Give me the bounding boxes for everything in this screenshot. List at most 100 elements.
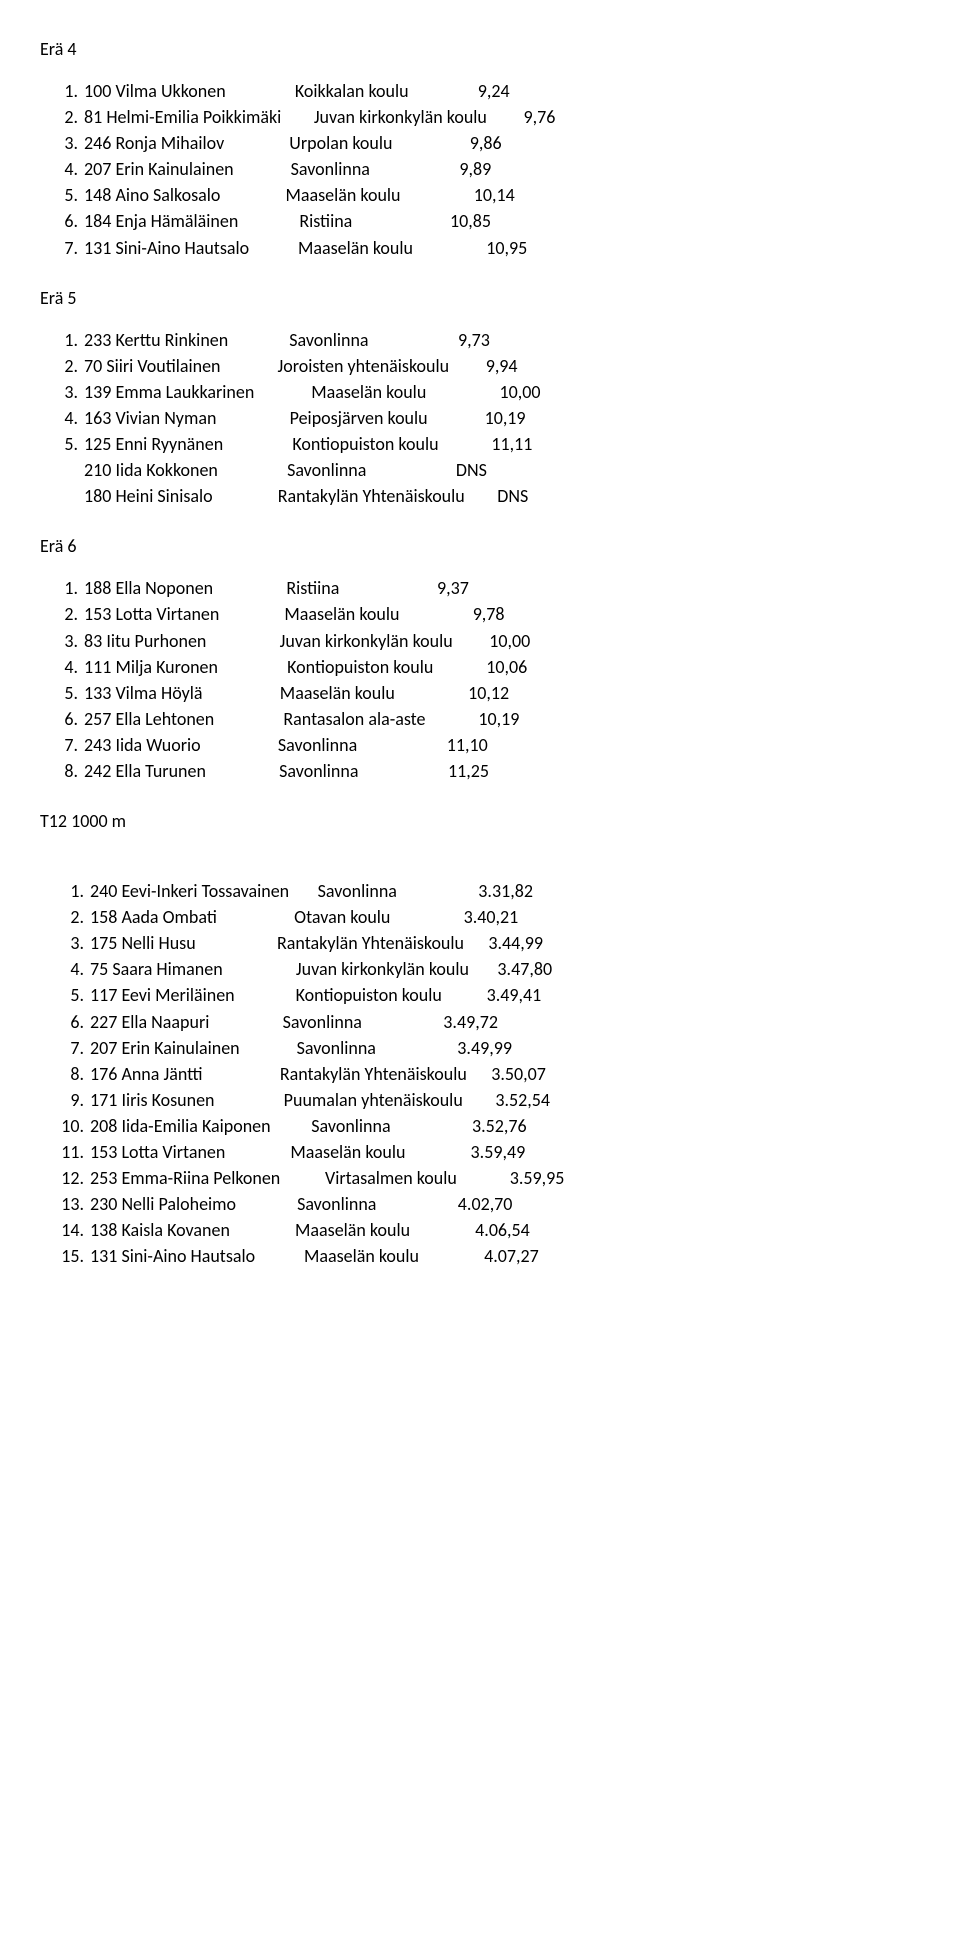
rank: 7. xyxy=(40,1035,90,1061)
result-row: 6.257 Ella Lehtonen Rantasalon ala-aste … xyxy=(40,706,920,732)
result-row: 12.253 Emma-Riina Pelkonen Virtasalmen k… xyxy=(40,1165,920,1191)
row-content: 133 Vilma Höylä Maaselän koulu 10,12 xyxy=(84,680,920,706)
result-row: 5.133 Vilma Höylä Maaselän koulu 10,12 xyxy=(40,680,920,706)
row-content: 131 Sini-Aino Hautsalo Maaselän koulu 4.… xyxy=(90,1243,920,1269)
rank: 2. xyxy=(40,904,90,930)
result-row: 5.117 Eevi Meriläinen Kontiopuiston koul… xyxy=(40,982,920,1008)
result-row: 7.243 Iida Wuorio Savonlinna 11,10 xyxy=(40,732,920,758)
row-content: 243 Iida Wuorio Savonlinna 11,10 xyxy=(84,732,920,758)
row-content: 207 Erin Kainulainen Savonlinna 3.49,99 xyxy=(90,1035,920,1061)
result-row: 2.70 Siiri Voutilainen Joroisten yhtenäi… xyxy=(40,353,920,379)
row-content: 125 Enni Ryynänen Kontiopuiston koulu 11… xyxy=(84,431,920,457)
row-content: 83 Iitu Purhonen Juvan kirkonkylän koulu… xyxy=(84,628,920,654)
result-row: 9.171 Iiris Kosunen Puumalan yhtenäiskou… xyxy=(40,1087,920,1113)
rank xyxy=(40,483,84,509)
rank: 1. xyxy=(40,78,84,104)
row-content: 227 Ella Naapuri Savonlinna 3.49,72 xyxy=(90,1009,920,1035)
row-content: 171 Iiris Kosunen Puumalan yhtenäiskoulu… xyxy=(90,1087,920,1113)
rank: 5. xyxy=(40,982,90,1008)
result-row: 3.139 Emma Laukkarinen Maaselän koulu 10… xyxy=(40,379,920,405)
row-content: 188 Ella Noponen Ristiina 9,37 xyxy=(84,575,920,601)
result-row: 2.81 Helmi-Emilia Poikkimäki Juvan kirko… xyxy=(40,104,920,130)
result-row: 15.131 Sini-Aino Hautsalo Maaselän koulu… xyxy=(40,1243,920,1269)
result-row: 4.111 Milja Kuronen Kontiopuiston koulu … xyxy=(40,654,920,680)
row-content: 257 Ella Lehtonen Rantasalon ala-aste 10… xyxy=(84,706,920,732)
results-document: Erä 41.100 Vilma Ukkonen Koikkalan koulu… xyxy=(40,38,920,1269)
result-row: 11.153 Lotta Virtanen Maaselän koulu 3.5… xyxy=(40,1139,920,1165)
result-row: 1.240 Eevi-Inkeri Tossavainen Savonlinna… xyxy=(40,878,920,904)
row-content: 131 Sini-Aino Hautsalo Maaselän koulu 10… xyxy=(84,235,920,261)
result-row: 14.138 Kaisla Kovanen Maaselän koulu 4.0… xyxy=(40,1217,920,1243)
result-row: 180 Heini Sinisalo Rantakylän Yhtenäisko… xyxy=(40,483,920,509)
rank: 10. xyxy=(40,1113,90,1139)
rank: 1. xyxy=(40,575,84,601)
rank: 8. xyxy=(40,1061,90,1087)
heat-title: Erä 6 xyxy=(40,535,920,557)
rank: 14. xyxy=(40,1217,90,1243)
row-content: 242 Ella Turunen Savonlinna 11,25 xyxy=(84,758,920,784)
row-content: 139 Emma Laukkarinen Maaselän koulu 10,0… xyxy=(84,379,920,405)
result-row: 10.208 Iida-Emilia Kaiponen Savonlinna 3… xyxy=(40,1113,920,1139)
result-row: 3.175 Nelli Husu Rantakylän Yhtenäiskoul… xyxy=(40,930,920,956)
row-content: 208 Iida-Emilia Kaiponen Savonlinna 3.52… xyxy=(90,1113,920,1139)
rank: 3. xyxy=(40,930,90,956)
row-content: 246 Ronja Mihailov Urpolan koulu 9,86 xyxy=(84,130,920,156)
result-row: 5.148 Aino Salkosalo Maaselän koulu 10,1… xyxy=(40,182,920,208)
rank: 4. xyxy=(40,654,84,680)
rank: 8. xyxy=(40,758,84,784)
rank xyxy=(40,457,84,483)
rank: 2. xyxy=(40,353,84,379)
row-content: 230 Nelli Paloheimo Savonlinna 4.02,70 xyxy=(90,1191,920,1217)
rank: 5. xyxy=(40,431,84,457)
result-row: 4.75 Saara Himanen Juvan kirkonkylän kou… xyxy=(40,956,920,982)
rank: 3. xyxy=(40,130,84,156)
rank: 1. xyxy=(40,327,84,353)
result-row: 7.207 Erin Kainulainen Savonlinna 3.49,9… xyxy=(40,1035,920,1061)
rank: 5. xyxy=(40,680,84,706)
row-content: 253 Emma-Riina Pelkonen Virtasalmen koul… xyxy=(90,1165,920,1191)
row-content: 138 Kaisla Kovanen Maaselän koulu 4.06,5… xyxy=(90,1217,920,1243)
row-content: 153 Lotta Virtanen Maaselän koulu 9,78 xyxy=(84,601,920,627)
rank: 7. xyxy=(40,732,84,758)
row-content: 207 Erin Kainulainen Savonlinna 9,89 xyxy=(84,156,920,182)
row-content: 117 Eevi Meriläinen Kontiopuiston koulu … xyxy=(90,982,920,1008)
rank: 13. xyxy=(40,1191,90,1217)
result-row: 6.184 Enja Hämäläinen Ristiina 10,85 xyxy=(40,208,920,234)
row-content: 163 Vivian Nyman Peiposjärven koulu 10,1… xyxy=(84,405,920,431)
heat-title: Erä 5 xyxy=(40,287,920,309)
row-content: 111 Milja Kuronen Kontiopuiston koulu 10… xyxy=(84,654,920,680)
result-row: 2.158 Aada Ombati Otavan koulu 3.40,21 xyxy=(40,904,920,930)
row-content: 81 Helmi-Emilia Poikkimäki Juvan kirkonk… xyxy=(84,104,920,130)
row-content: 233 Kerttu Rinkinen Savonlinna 9,73 xyxy=(84,327,920,353)
result-row: 8.176 Anna Jäntti Rantakylän Yhtenäiskou… xyxy=(40,1061,920,1087)
rank: 3. xyxy=(40,628,84,654)
result-row: 8.242 Ella Turunen Savonlinna 11,25 xyxy=(40,758,920,784)
rank: 11. xyxy=(40,1139,90,1165)
rank: 4. xyxy=(40,405,84,431)
result-row: 1.233 Kerttu Rinkinen Savonlinna 9,73 xyxy=(40,327,920,353)
result-row: 4.207 Erin Kainulainen Savonlinna 9,89 xyxy=(40,156,920,182)
rank: 4. xyxy=(40,956,90,982)
rank: 2. xyxy=(40,104,84,130)
result-row: 6.227 Ella Naapuri Savonlinna 3.49,72 xyxy=(40,1009,920,1035)
row-content: 184 Enja Hämäläinen Ristiina 10,85 xyxy=(84,208,920,234)
row-content: 210 Iida Kokkonen Savonlinna DNS xyxy=(84,457,920,483)
rank: 6. xyxy=(40,1009,90,1035)
result-row: 13.230 Nelli Paloheimo Savonlinna 4.02,7… xyxy=(40,1191,920,1217)
heat-title: Erä 4 xyxy=(40,38,920,60)
row-content: 153 Lotta Virtanen Maaselän koulu 3.59,4… xyxy=(90,1139,920,1165)
rank: 12. xyxy=(40,1165,90,1191)
result-row: 7.131 Sini-Aino Hautsalo Maaselän koulu … xyxy=(40,235,920,261)
result-row: 5.125 Enni Ryynänen Kontiopuiston koulu … xyxy=(40,431,920,457)
rank: 9. xyxy=(40,1087,90,1113)
rank: 4. xyxy=(40,156,84,182)
rank: 2. xyxy=(40,601,84,627)
rank: 6. xyxy=(40,706,84,732)
rank: 15. xyxy=(40,1243,90,1269)
result-row: 1.188 Ella Noponen Ristiina 9,37 xyxy=(40,575,920,601)
row-content: 176 Anna Jäntti Rantakylän Yhtenäiskoulu… xyxy=(90,1061,920,1087)
row-content: 175 Nelli Husu Rantakylän Yhtenäiskoulu … xyxy=(90,930,920,956)
event-title: T12 1000 m xyxy=(40,810,920,832)
rank: 1. xyxy=(40,878,90,904)
row-content: 100 Vilma Ukkonen Koikkalan koulu 9,24 xyxy=(84,78,920,104)
